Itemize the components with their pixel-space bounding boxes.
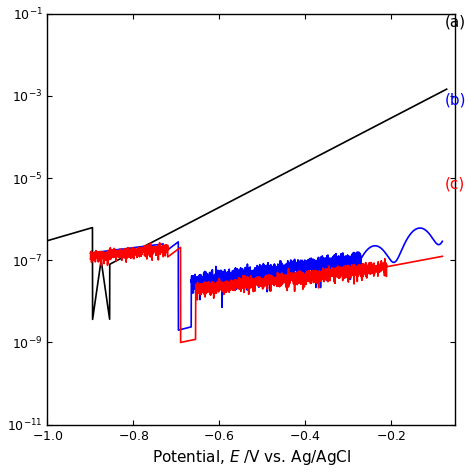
Text: (a): (a) — [445, 15, 465, 30]
X-axis label: Potential, $E$ /V vs. Ag/AgCl: Potential, $E$ /V vs. Ag/AgCl — [152, 448, 351, 467]
Text: (b): (b) — [445, 92, 466, 108]
Text: (c): (c) — [445, 177, 465, 192]
